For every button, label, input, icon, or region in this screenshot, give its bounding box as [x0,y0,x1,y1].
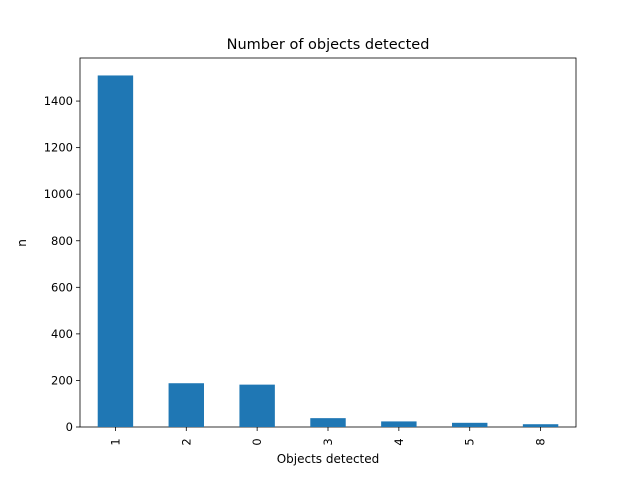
plot-area [79,57,577,428]
chart-title: Number of objects detected [227,37,430,53]
y-tick-label-1200: 1200 [44,141,73,155]
bar-2 [168,383,204,427]
y-tick-label-1000: 1000 [44,187,73,201]
x-tick-label-8: 8 [534,438,548,445]
bar-5 [452,422,488,427]
y-axis-label: n [15,239,29,247]
x-tick-label-5: 5 [463,438,477,445]
y-tick-label-0: 0 [66,420,73,434]
plot-frame [79,57,577,428]
bar-0 [239,384,275,427]
bar-8 [522,424,559,427]
x-tick-label-2: 2 [179,438,193,445]
x-tick-label-0: 0 [250,438,264,445]
x-tick-label-1: 1 [108,438,122,445]
bar-3 [310,418,346,427]
bar-4 [381,421,417,427]
x-axis: 1 2 0 3 4 5 8 [108,427,548,446]
bar-1 [97,75,134,428]
x-tick-label-4: 4 [392,438,406,445]
x-axis-label: Objects detected [277,452,380,466]
bars [97,75,559,428]
y-tick-label-400: 400 [51,327,73,341]
x-tick-label-3: 3 [321,438,335,445]
y-tick-label-200: 200 [51,373,73,387]
y-tick-label-800: 800 [51,234,73,248]
y-axis: 0 200 400 600 800 1000 1200 1400 [44,94,80,434]
y-tick-label-1400: 1400 [44,94,73,108]
y-tick-label-600: 600 [51,280,73,294]
